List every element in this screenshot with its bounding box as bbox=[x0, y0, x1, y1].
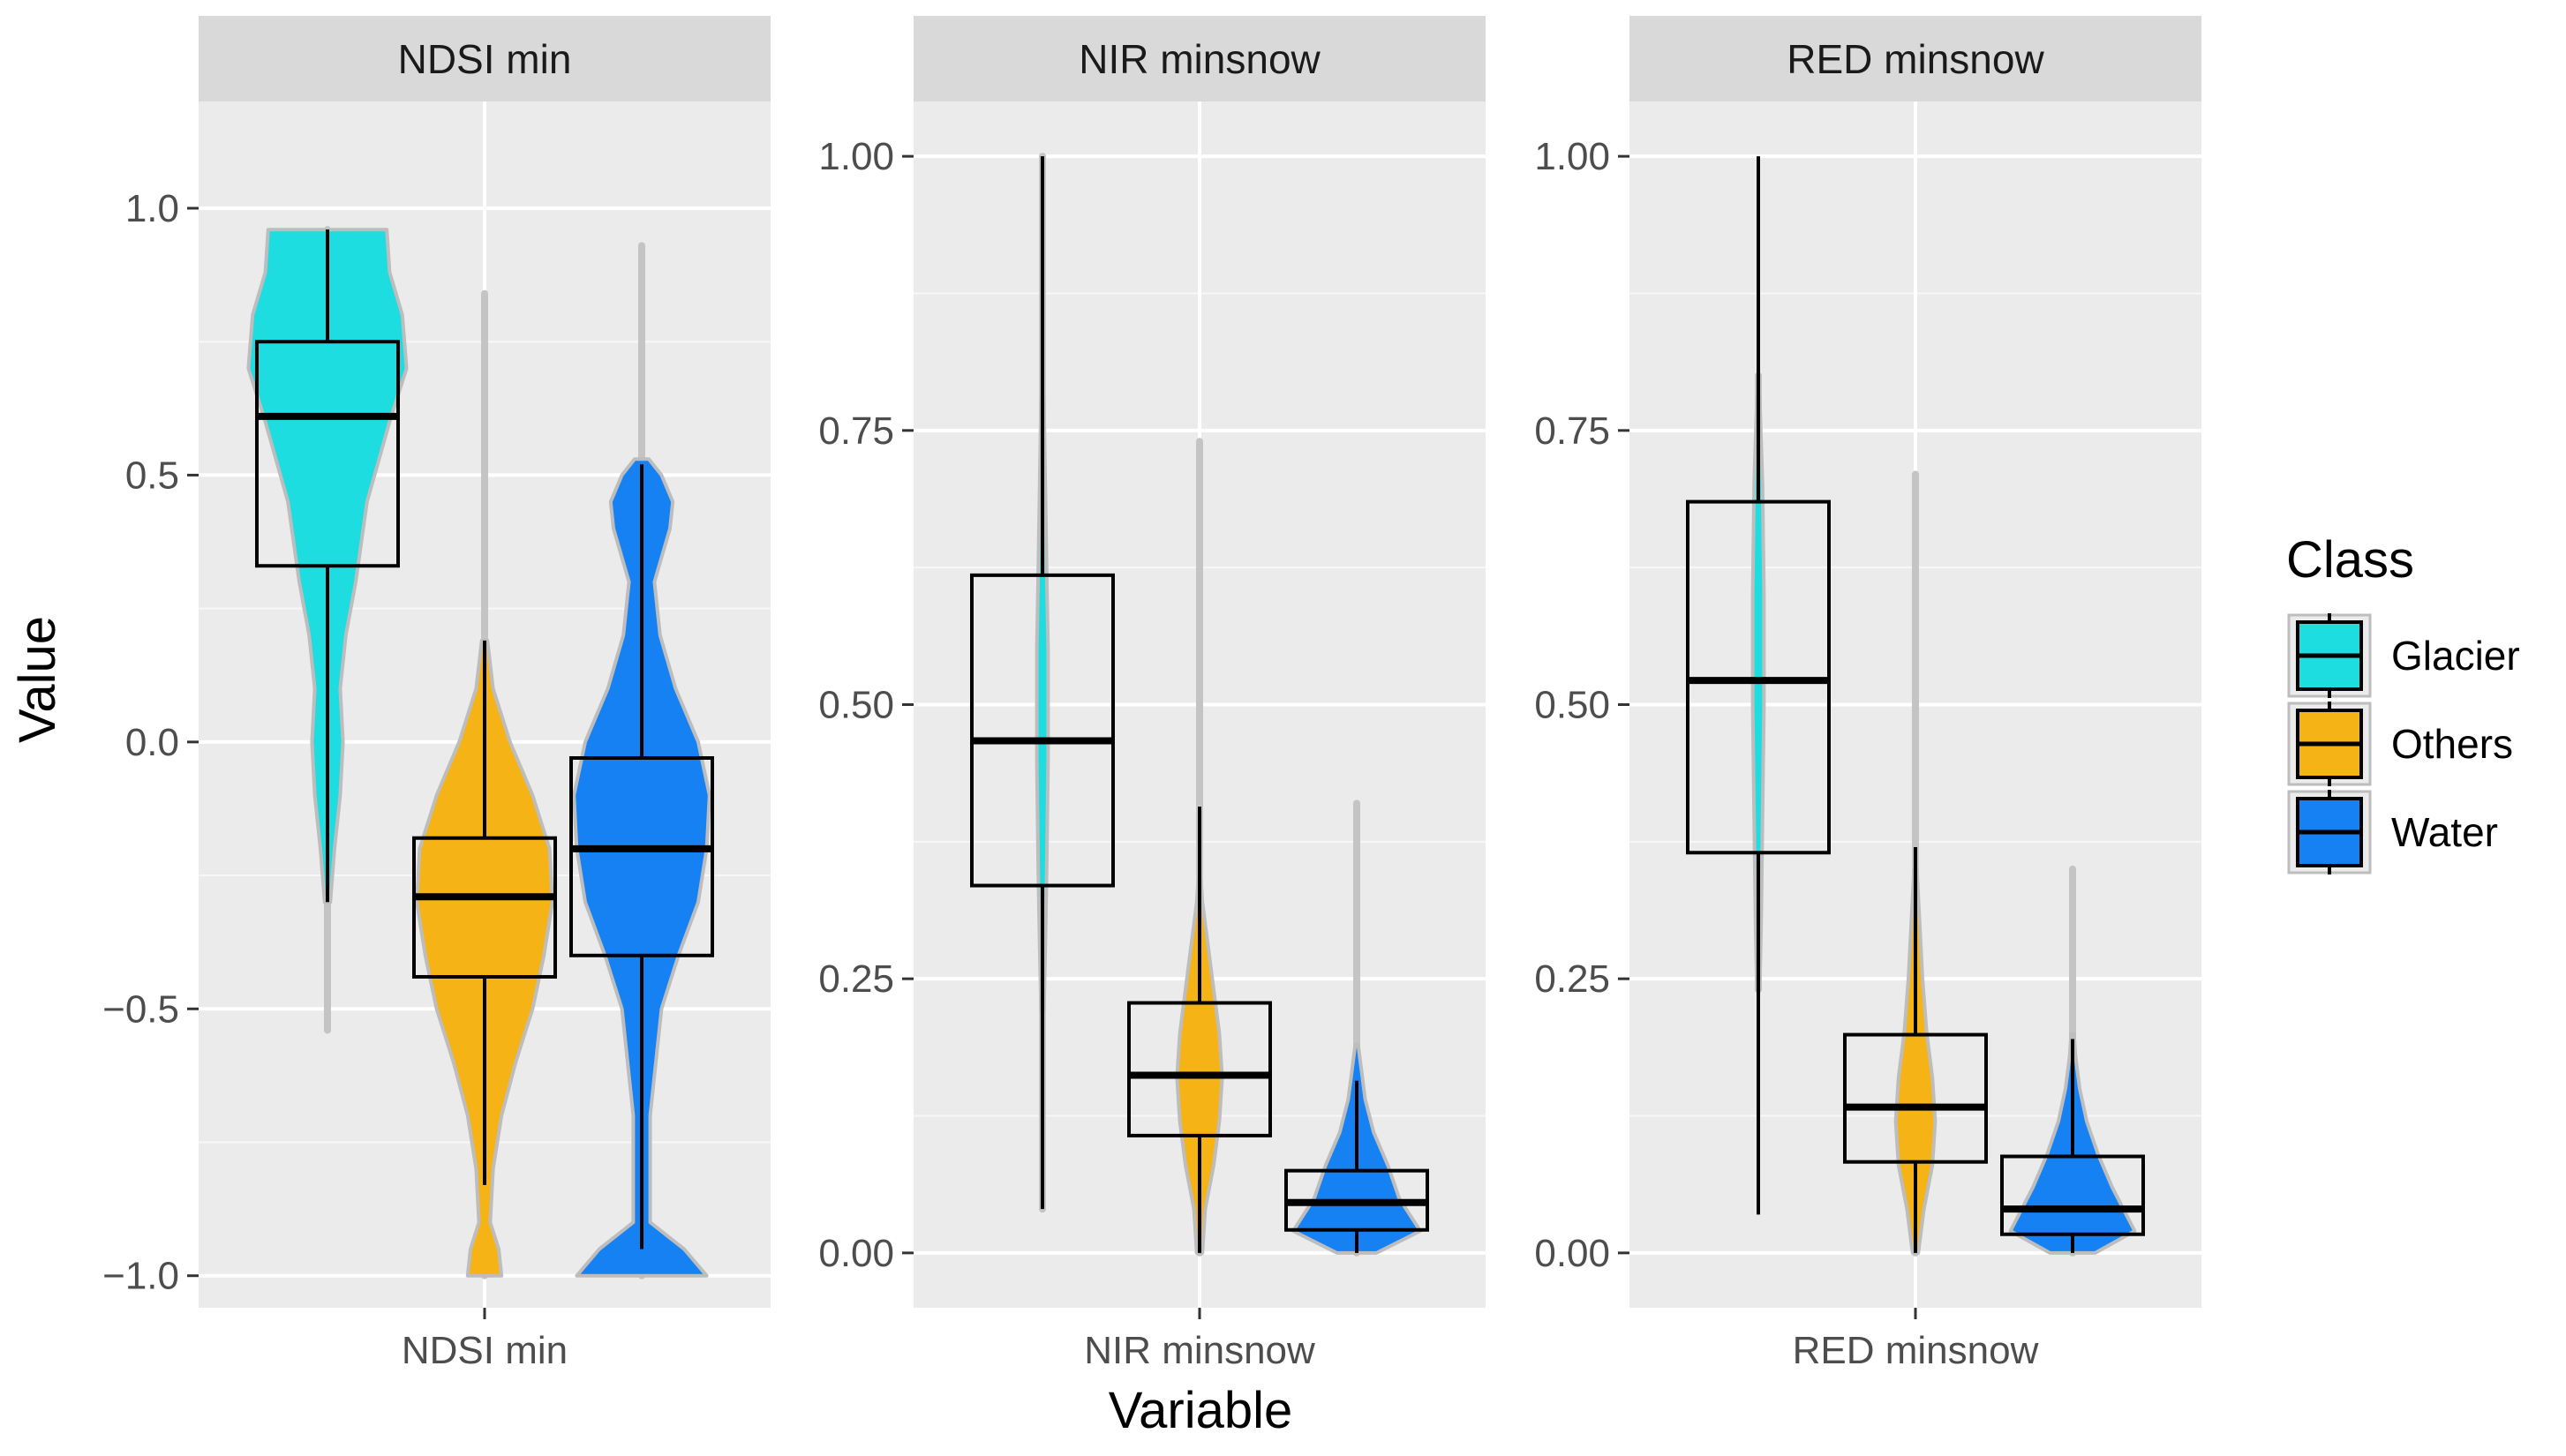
boxplot-others bbox=[1843, 847, 1988, 1253]
legend-item-others: Others bbox=[2287, 702, 2513, 786]
box-iqr bbox=[1843, 1032, 1988, 1164]
violin-others bbox=[415, 638, 554, 1278]
x-tick-label: RED minsnow bbox=[1793, 1329, 2039, 1372]
legend-title: Class bbox=[2286, 531, 2414, 589]
legend-label: Others bbox=[2391, 721, 2513, 767]
y-tick-label: 1.00 bbox=[1534, 135, 1610, 178]
facet-strip bbox=[199, 16, 771, 101]
y-tick-label: 0.75 bbox=[818, 409, 894, 453]
box-iqr bbox=[970, 573, 1115, 888]
facet-panel: NDSI min 1.0 0.5 0.0 −0.5 −1.0 NDSI min bbox=[102, 16, 771, 1372]
facet-strip bbox=[914, 16, 1486, 101]
boxplot-water bbox=[1284, 1080, 1429, 1253]
legend-label: Glacier bbox=[2391, 633, 2520, 679]
y-tick-label: 0.00 bbox=[818, 1232, 894, 1275]
box-iqr bbox=[1127, 1001, 1272, 1137]
x-tick-label: NIR minsnow bbox=[1084, 1329, 1315, 1372]
legend: Class Glacier Others Water bbox=[2286, 531, 2520, 874]
box-iqr bbox=[255, 340, 400, 568]
box-iqr bbox=[412, 836, 557, 979]
legend-item-glacier: Glacier bbox=[2287, 613, 2520, 698]
facet-strip-label: NDSI min bbox=[398, 36, 572, 82]
y-tick-label: 0.25 bbox=[818, 957, 894, 1001]
y-axis-title: Value bbox=[9, 616, 66, 743]
legend-label: Water bbox=[2391, 809, 2498, 855]
y-tick-label: 0.25 bbox=[1534, 957, 1610, 1001]
facet-panels: NDSI min 1.0 0.5 0.0 −0.5 −1.0 NDSI min NIR min… bbox=[102, 16, 2201, 1372]
y-tick-label: 0.50 bbox=[1534, 684, 1610, 727]
y-tick-label: 1.00 bbox=[818, 135, 894, 178]
y-tick-label: 0.00 bbox=[1534, 1232, 1610, 1275]
facet-strip bbox=[1629, 16, 2201, 101]
box-iqr bbox=[569, 755, 714, 957]
y-tick-label: 0.75 bbox=[1534, 409, 1610, 453]
y-tick-label: 0.0 bbox=[125, 721, 179, 764]
facet-panel: NIR minsnow 1.00 0.75 0.50 0.25 0.00 NIR minsn… bbox=[818, 16, 1486, 1372]
facet-strip-label: RED minsnow bbox=[1787, 36, 2044, 82]
violin-water bbox=[572, 457, 711, 1278]
facet-strip-label: NIR minsnow bbox=[1079, 36, 1321, 82]
y-tick-label: 0.5 bbox=[125, 454, 179, 497]
boxplot-glacier bbox=[1686, 156, 1831, 1215]
boxplot-glacier bbox=[970, 156, 1115, 1210]
boxplot-water bbox=[2000, 1039, 2145, 1253]
y-tick-label: 1.0 bbox=[125, 187, 179, 230]
box-iqr bbox=[2000, 1154, 2145, 1236]
legend-item-water: Water bbox=[2287, 790, 2498, 874]
x-axis-title: Variable bbox=[1109, 1382, 1293, 1439]
x-tick-label: NDSI min bbox=[402, 1329, 568, 1372]
y-tick-label: −1.0 bbox=[102, 1255, 179, 1298]
boxplot-water bbox=[569, 464, 714, 1250]
boxplot-glacier bbox=[255, 229, 400, 903]
facet-panel: RED minsnow 1.00 0.75 0.50 0.25 0.00 RED minsn… bbox=[1534, 16, 2201, 1372]
boxplot-others bbox=[412, 640, 557, 1185]
y-tick-label: 0.50 bbox=[818, 684, 894, 727]
boxplot-others bbox=[1127, 807, 1272, 1253]
y-tick-label: −0.5 bbox=[102, 987, 179, 1031]
